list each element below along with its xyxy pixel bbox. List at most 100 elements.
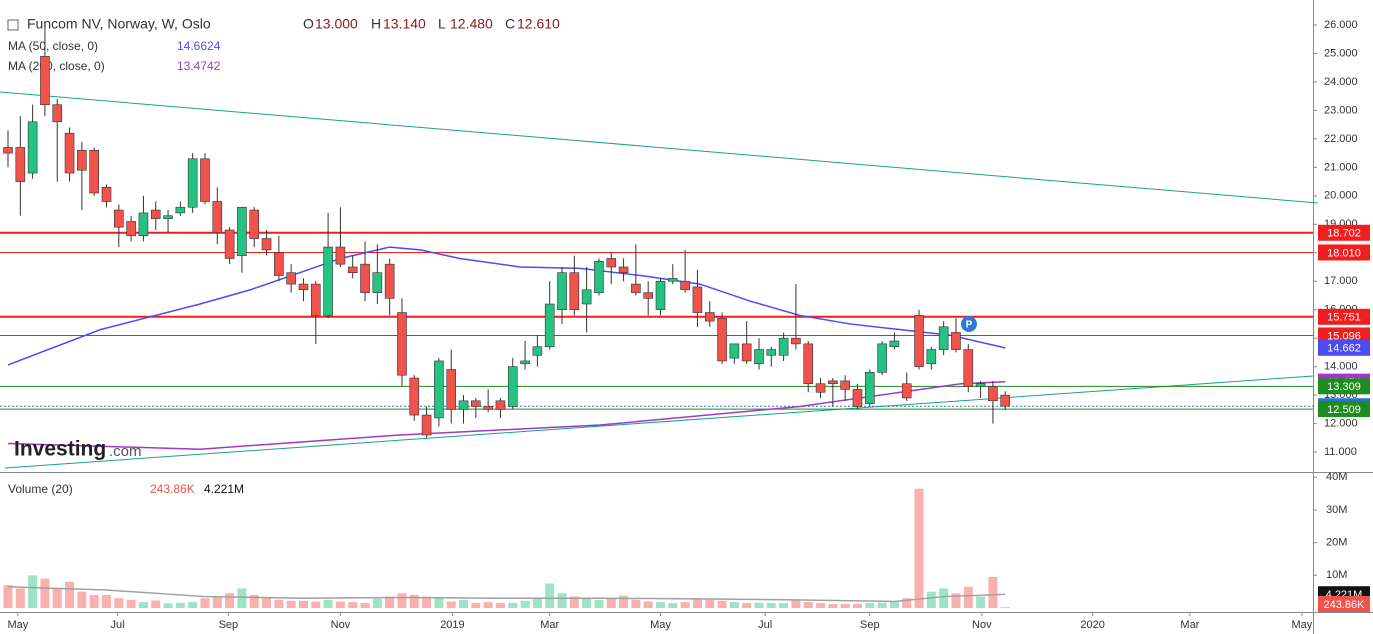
volume-bar: [360, 603, 370, 608]
volume-bar: [951, 593, 961, 608]
candle-body: [409, 377, 420, 416]
volume-bar: [828, 604, 838, 608]
price-tag: [1318, 401, 1370, 418]
volume-bar: [742, 603, 752, 608]
layer: O 13.000 H 13.140 L 12.480 C 12.610 MA (50, clos…: [0, 16, 1370, 631]
candle-body: [249, 209, 260, 239]
candle-body: [766, 349, 777, 356]
volume-bar: [77, 591, 87, 608]
y-tick-label: 21.000: [1324, 161, 1358, 173]
candle-body: [828, 380, 838, 385]
volume-bar: [434, 598, 444, 608]
candle-body: [901, 383, 912, 399]
y-tick-label: 24.000: [1324, 76, 1358, 88]
volume-bar: [15, 588, 25, 608]
marker[interactable]: [961, 316, 977, 332]
candle-body: [1000, 394, 1011, 407]
x-tick-label: Sep: [860, 619, 880, 631]
price-tag: [1318, 327, 1370, 344]
volume-bar: [471, 603, 481, 608]
x-tick-label: May: [1292, 619, 1313, 631]
candle-body: [815, 383, 826, 393]
volume-bar: [791, 600, 801, 608]
candle-body: [877, 343, 887, 373]
candle-body: [446, 369, 457, 410]
x-tick-label: Mar: [1180, 619, 1199, 631]
candle-body: [372, 272, 383, 293]
candle-body: [335, 246, 346, 265]
volume-bar: [422, 596, 432, 608]
candle-body: [471, 400, 481, 407]
volume-bar: [717, 600, 727, 608]
price-tag: [1318, 224, 1370, 241]
candle-body: [692, 286, 703, 313]
volume-tag-label: 243.86K: [1324, 599, 1366, 611]
y-tick-label: 40M: [1326, 471, 1347, 483]
volume-bar: [212, 597, 222, 608]
candle-body: [77, 149, 87, 171]
candle-body: [741, 343, 752, 362]
volume-bar: [274, 599, 284, 608]
candle-body: [569, 272, 580, 311]
price-tag: [1318, 378, 1370, 395]
candle-body: [803, 343, 814, 385]
moving-average: [7, 246, 1006, 366]
volume-bar: [126, 599, 136, 608]
trend-line: [4, 375, 1314, 469]
volume-value: 4.221M: [204, 482, 244, 496]
volume-bar: [569, 596, 579, 608]
watermark: Investing: [14, 438, 106, 461]
candle-body: [286, 272, 296, 285]
collapse-icon[interactable]: [7, 19, 19, 31]
candle-body: [754, 349, 764, 365]
volume-bar: [803, 602, 813, 608]
y-tick-label: 20.000: [1324, 190, 1358, 202]
y-tick-label: 20M: [1326, 537, 1347, 549]
candle-body: [975, 383, 986, 387]
y-tick-label: 11.000: [1324, 446, 1357, 458]
candle-body: [163, 215, 173, 219]
volume-bar: [40, 578, 50, 608]
candle-body: [643, 292, 653, 299]
volume-label: Volume (20): [8, 482, 73, 496]
volume-bar: [594, 599, 604, 608]
candle-body: [791, 337, 801, 345]
price-tag: [1318, 308, 1370, 325]
y-tick-label: 25.000: [1324, 47, 1358, 59]
price-tag-label: 18.010: [1327, 247, 1361, 259]
x-tick-label: Nov: [331, 619, 351, 631]
price-tag: [1318, 244, 1370, 261]
volume-bar: [52, 588, 62, 608]
volume-bar: [520, 600, 530, 608]
volume-ma: [7, 586, 1006, 603]
volume-bar: [298, 600, 308, 608]
volume-tag: [1318, 596, 1370, 612]
volume-bar: [175, 602, 185, 608]
volume-bar: [852, 603, 862, 608]
volume-bar: [409, 594, 419, 608]
ohlc-key: H: [371, 16, 381, 32]
x-tick-label: May: [650, 619, 671, 631]
y-tick-label: 12.000: [1324, 417, 1358, 429]
volume-bar: [889, 602, 899, 608]
volume-bar: [28, 575, 38, 608]
candle-body: [360, 263, 370, 293]
candle-body: [298, 283, 309, 291]
ohlc-value: 12.480: [450, 16, 493, 32]
candle-body: [680, 280, 690, 291]
candle-body: [606, 258, 617, 268]
candle-body: [421, 414, 432, 436]
candle-body: [175, 206, 186, 214]
volume-bar: [877, 602, 887, 608]
volume-bar: [89, 594, 99, 608]
candle-body: [618, 266, 629, 273]
candle-body: [581, 289, 592, 305]
candle-body: [594, 261, 604, 293]
volume-bar: [840, 603, 850, 608]
volume-bar: [459, 599, 469, 608]
candle-body: [729, 343, 740, 359]
candle-body: [631, 283, 641, 293]
ohlc-key: O: [303, 16, 314, 32]
volume-bar: [865, 603, 875, 608]
volume-bar: [311, 601, 321, 608]
